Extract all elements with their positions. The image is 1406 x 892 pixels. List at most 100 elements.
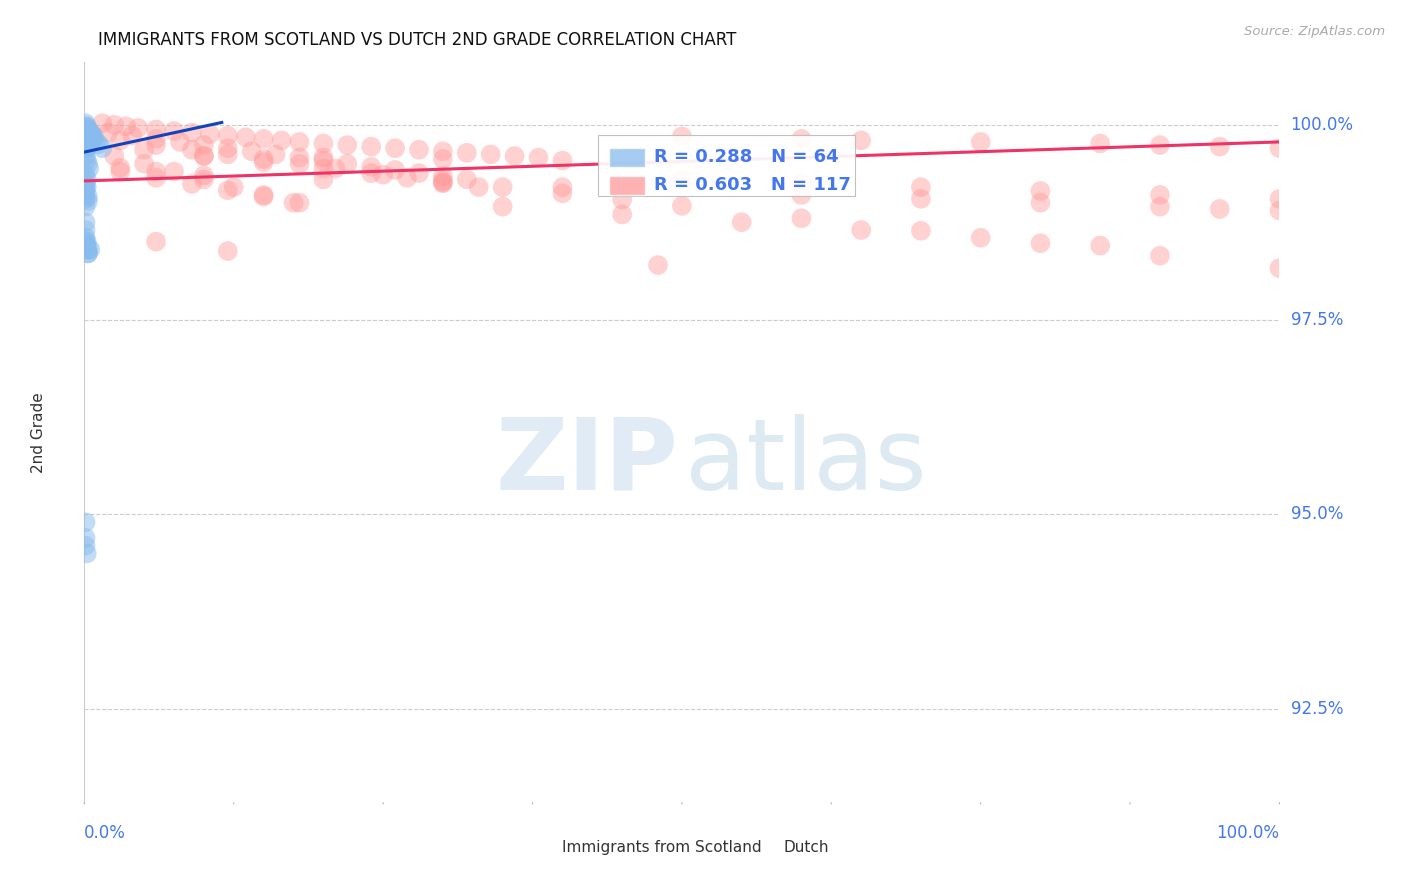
Point bbox=[76, 127, 98, 141]
Point bbox=[253, 188, 276, 202]
Point bbox=[970, 231, 993, 245]
Point bbox=[75, 180, 97, 194]
Point bbox=[456, 145, 478, 160]
Point bbox=[240, 145, 263, 159]
Point bbox=[408, 166, 430, 180]
Point bbox=[492, 200, 515, 214]
Point bbox=[76, 136, 98, 151]
Text: 100.0%: 100.0% bbox=[1216, 823, 1279, 841]
Point bbox=[77, 135, 100, 149]
Point bbox=[373, 168, 395, 182]
Text: Dutch: Dutch bbox=[783, 840, 830, 855]
Point bbox=[790, 188, 813, 202]
Point bbox=[110, 133, 132, 147]
Point bbox=[1029, 184, 1052, 198]
Text: Source: ZipAtlas.com: Source: ZipAtlas.com bbox=[1244, 25, 1385, 38]
Text: ZIP: ZIP bbox=[495, 414, 678, 511]
Text: Immigrants from Scotland: Immigrants from Scotland bbox=[562, 840, 762, 855]
Point bbox=[479, 147, 502, 161]
Point bbox=[408, 143, 430, 157]
Point bbox=[222, 180, 245, 194]
Point bbox=[75, 539, 97, 553]
Point bbox=[193, 149, 215, 163]
Point bbox=[115, 120, 138, 134]
Point bbox=[132, 143, 156, 157]
Point bbox=[77, 130, 100, 145]
Point bbox=[80, 132, 103, 146]
Point bbox=[432, 176, 454, 190]
Point bbox=[432, 152, 454, 166]
Text: 92.5%: 92.5% bbox=[1291, 700, 1343, 718]
Point bbox=[121, 128, 143, 143]
Point bbox=[132, 157, 156, 171]
Point bbox=[193, 172, 215, 186]
Bar bbox=[527, 840, 555, 856]
Point bbox=[432, 176, 454, 190]
Point bbox=[163, 124, 186, 138]
Text: 97.5%: 97.5% bbox=[1291, 310, 1343, 328]
Point bbox=[75, 184, 97, 198]
Point bbox=[970, 135, 993, 149]
Point bbox=[790, 176, 813, 190]
Point bbox=[1149, 188, 1171, 202]
Point bbox=[312, 161, 335, 176]
Point bbox=[77, 126, 100, 140]
Point bbox=[432, 145, 454, 159]
Point bbox=[75, 223, 97, 237]
Point bbox=[1209, 202, 1232, 216]
Point bbox=[253, 155, 276, 169]
Point bbox=[468, 180, 491, 194]
Point bbox=[77, 189, 100, 203]
Point bbox=[77, 246, 100, 260]
Point bbox=[612, 207, 634, 221]
Point bbox=[336, 138, 359, 153]
Point bbox=[77, 194, 100, 209]
Point bbox=[288, 195, 311, 210]
Point bbox=[336, 157, 359, 171]
Text: IMMIGRANTS FROM SCOTLAND VS DUTCH 2ND GRADE CORRELATION CHART: IMMIGRANTS FROM SCOTLAND VS DUTCH 2ND GR… bbox=[98, 31, 737, 49]
Point bbox=[145, 235, 167, 249]
Point bbox=[75, 168, 97, 182]
Point bbox=[145, 132, 167, 146]
Point bbox=[193, 149, 215, 163]
Point bbox=[551, 153, 574, 168]
Point bbox=[253, 132, 276, 146]
Point bbox=[75, 238, 97, 252]
Point bbox=[82, 128, 104, 143]
Point bbox=[76, 153, 98, 167]
Point bbox=[283, 195, 305, 210]
Point bbox=[145, 170, 167, 185]
Point bbox=[77, 124, 100, 138]
Point bbox=[87, 137, 110, 152]
Point bbox=[851, 133, 873, 147]
Point bbox=[76, 141, 98, 155]
Point bbox=[75, 215, 97, 229]
Point bbox=[75, 129, 97, 144]
Point bbox=[910, 180, 932, 194]
Bar bbox=[748, 840, 776, 856]
Point bbox=[76, 172, 98, 186]
Point bbox=[145, 164, 167, 178]
Point bbox=[1209, 139, 1232, 153]
Point bbox=[75, 149, 97, 163]
Point bbox=[1029, 195, 1052, 210]
Point bbox=[270, 133, 292, 147]
Point bbox=[79, 126, 101, 140]
Text: 2nd Grade: 2nd Grade bbox=[31, 392, 46, 473]
Point bbox=[76, 546, 98, 560]
Point bbox=[492, 180, 515, 194]
Point bbox=[910, 192, 932, 206]
Point bbox=[163, 164, 186, 178]
Point bbox=[288, 151, 311, 165]
Bar bbox=[609, 176, 645, 195]
Text: 100.0%: 100.0% bbox=[1291, 116, 1354, 134]
Text: R = 0.288   N = 64: R = 0.288 N = 64 bbox=[654, 148, 839, 166]
Point bbox=[181, 126, 204, 140]
Point bbox=[80, 127, 103, 141]
Point bbox=[503, 149, 526, 163]
Point bbox=[75, 137, 97, 152]
Point bbox=[1268, 261, 1291, 276]
Point bbox=[76, 243, 98, 257]
Point bbox=[76, 120, 98, 134]
Point bbox=[193, 169, 215, 183]
